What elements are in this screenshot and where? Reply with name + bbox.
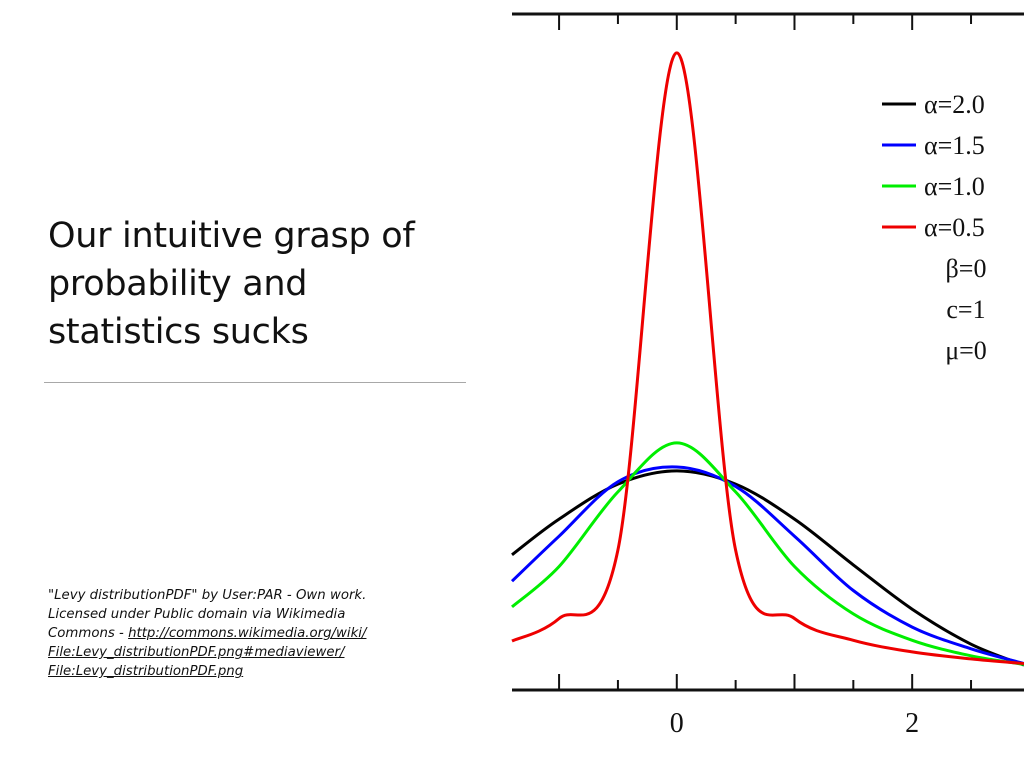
parameter-label: c=1 — [946, 295, 985, 324]
legend-entry: α=2.0 — [924, 90, 985, 119]
credit-prefix: Commons - — [48, 626, 129, 641]
parameter-label: β=0 — [946, 254, 987, 283]
image-credit: "Levy distributionPDF" by User:PAR - Own… — [48, 586, 468, 681]
slide-title-line: Our intuitive grasp of — [48, 216, 415, 256]
series-line — [510, 465, 1024, 666]
credit-link[interactable]: File:Levy_distributionPDF.png — [48, 664, 244, 679]
series-line — [511, 441, 1024, 666]
credit-line: "Levy distributionPDF" by User:PAR - Own… — [48, 588, 367, 603]
parameter-label: μ=0 — [945, 336, 987, 365]
credit-link[interactable]: http://commons.wikimedia.org/wiki/ — [128, 626, 367, 641]
legend-entry: α=1.5 — [924, 131, 985, 160]
series-line — [511, 469, 1024, 667]
credit-link[interactable]: File:Levy_distributionPDF.png#mediaviewe… — [48, 645, 345, 660]
slide-title-line: probability and — [48, 264, 308, 304]
slide-title: Our intuitive grasp of probability and s… — [48, 212, 458, 356]
title-divider — [44, 382, 466, 383]
legend-entry: α=1.0 — [924, 172, 985, 201]
x-tick-label: 0 — [670, 708, 684, 739]
legend-entry: α=0.5 — [924, 213, 985, 242]
slide-title-line: statistics sucks — [48, 312, 309, 352]
series-line — [511, 51, 1024, 666]
x-tick-label: 2 — [905, 708, 919, 739]
credit-line: Commons - http://commons.wikimedia.org/w… — [48, 624, 468, 643]
credit-line: Licensed under Public domain via Wikimed… — [48, 607, 346, 622]
